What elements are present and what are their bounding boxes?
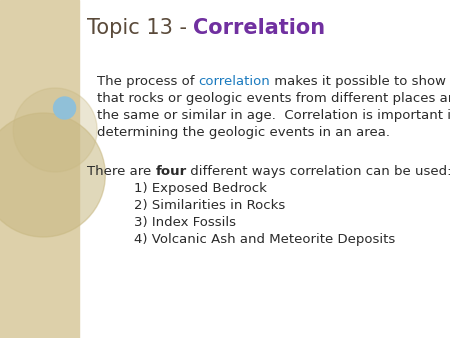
Circle shape	[0, 113, 105, 237]
Text: four: four	[155, 165, 186, 178]
Text: different ways correlation can be used:: different ways correlation can be used:	[186, 165, 450, 178]
Text: 2) Similarities in Rocks: 2) Similarities in Rocks	[134, 199, 285, 212]
Text: correlation: correlation	[198, 75, 270, 88]
Text: The process of: The process of	[97, 75, 198, 88]
Text: Topic 13 -: Topic 13 -	[87, 18, 194, 38]
Text: the same or similar in age.  Correlation is important in: the same or similar in age. Correlation …	[97, 109, 450, 122]
Circle shape	[54, 97, 76, 119]
Text: that rocks or geologic events from different places are: that rocks or geologic events from diffe…	[97, 92, 450, 105]
Text: makes it possible to show: makes it possible to show	[270, 75, 446, 88]
Text: 1) Exposed Bedrock: 1) Exposed Bedrock	[134, 182, 266, 195]
Text: determining the geologic events in an area.: determining the geologic events in an ar…	[97, 126, 390, 139]
Bar	[0, 0, 79, 338]
Circle shape	[13, 88, 97, 172]
Text: 3) Index Fossils: 3) Index Fossils	[134, 216, 236, 229]
Text: Correlation: Correlation	[194, 18, 325, 38]
Text: 4) Volcanic Ash and Meteorite Deposits: 4) Volcanic Ash and Meteorite Deposits	[134, 233, 395, 246]
Text: There are: There are	[87, 165, 155, 178]
